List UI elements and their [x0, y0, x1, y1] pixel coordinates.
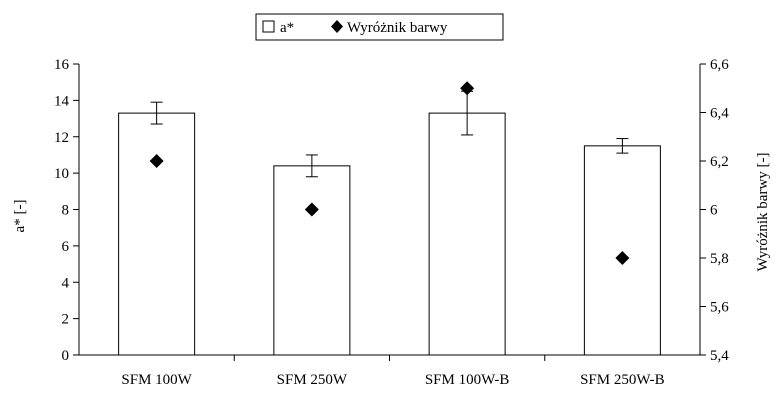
legend-frame [255, 13, 504, 41]
legend: a* Wyróżnik barwy [255, 13, 504, 41]
legend-bar-swatch [262, 20, 275, 33]
x-tick-label: SFM 250W [277, 372, 348, 388]
y-tick-label: 12 [54, 130, 69, 146]
legend-diamond-marker [331, 20, 343, 33]
x-tick-label: SFM 250W-B [580, 372, 665, 388]
x-tick-label: SFM 100W [121, 372, 192, 388]
bars [118, 90, 661, 356]
y-tick-label: 16 [54, 57, 70, 73]
diamond-marker [149, 154, 164, 168]
legend-label-bar: a* [280, 20, 294, 36]
y2-tick-label: 6 [710, 203, 718, 219]
y2-tick-label: 5,4 [710, 348, 729, 364]
diamond-marker [460, 81, 475, 96]
y-axis-title: a* [-] [12, 200, 28, 233]
bar [583, 145, 661, 356]
y-tick-label: 14 [54, 93, 70, 109]
bar [428, 112, 506, 356]
y-tick-label: 6 [62, 239, 70, 255]
y-tick-label: 0 [62, 348, 70, 364]
bar [273, 165, 351, 356]
y-tick-label: 8 [62, 203, 70, 219]
y2-tick-label: 5,8 [710, 251, 729, 267]
tick-labels: 0 2 4 6 8 10 12 14 16 5,4 5,6 5,8 6 6,2 6,4 6,6 SFM 100W… [54, 57, 729, 388]
y-tick-label: 4 [62, 275, 70, 291]
y2-tick-label: 6,6 [710, 57, 729, 73]
diamond-marker [615, 251, 630, 265]
legend-label-marker: Wyróżnik barwy [347, 20, 448, 36]
y2-tick-label: 5,6 [710, 300, 729, 316]
markers [149, 81, 630, 265]
diamond-marker [304, 202, 319, 217]
y2-tick-label: 6,4 [710, 106, 729, 122]
y-tick-label: 10 [54, 166, 69, 182]
x-tick-label: SFM 100W-B [425, 372, 510, 388]
y2-tick-label: 6,2 [710, 154, 729, 170]
bar [118, 112, 196, 356]
y-tick-label: 2 [62, 312, 70, 328]
y2-axis-title: Wyróżnik barwy [-] [755, 152, 771, 271]
